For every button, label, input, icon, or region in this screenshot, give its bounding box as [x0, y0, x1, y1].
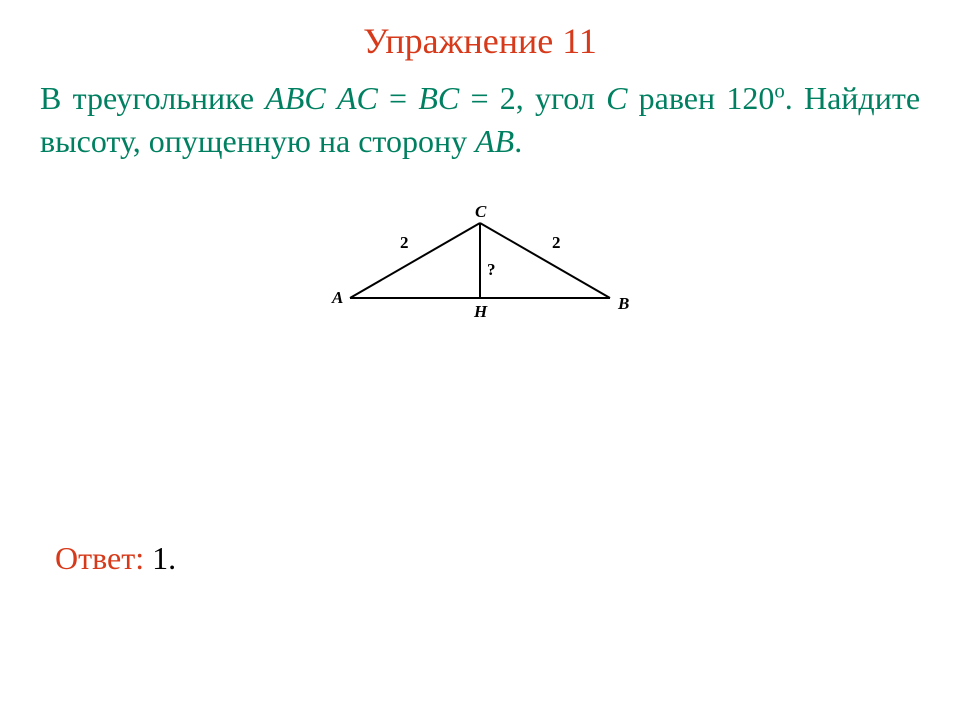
problem-segment: = [378, 80, 419, 116]
diagram-label: B [617, 294, 629, 313]
problem-segment: В треугольнике [40, 80, 265, 116]
answer-label: Ответ: [55, 540, 152, 576]
problem-segment: . [514, 123, 522, 159]
diagram-line [350, 223, 480, 298]
answer-line: Ответ: 1. [55, 540, 176, 577]
problem-text: В треугольнике ABC AC = BC = 2, угол C р… [0, 77, 960, 163]
diagram-line [480, 223, 610, 298]
degree-symbol: о [774, 79, 784, 102]
var-abc: ABC [265, 80, 325, 116]
var-bc: BC [418, 80, 459, 116]
var-c: C [606, 80, 627, 116]
triangle-diagram: A B C H 2 2? [320, 203, 640, 333]
var-ab: AB [475, 123, 514, 159]
problem-segment [326, 80, 337, 116]
diagram-label: H [473, 302, 488, 321]
diagram-label: A [331, 288, 343, 307]
diagram-label: 2 [400, 233, 409, 252]
problem-segment: = 2, угол [459, 80, 606, 116]
diagram-label: ? [487, 260, 496, 279]
exercise-title: Упражнение 11 [0, 0, 960, 77]
diagram-label: 2 [552, 233, 561, 252]
problem-segment: равен 120 [627, 80, 774, 116]
diagram-label: C [475, 203, 487, 221]
var-ac: AC [337, 80, 378, 116]
answer-value: 1. [152, 540, 176, 576]
